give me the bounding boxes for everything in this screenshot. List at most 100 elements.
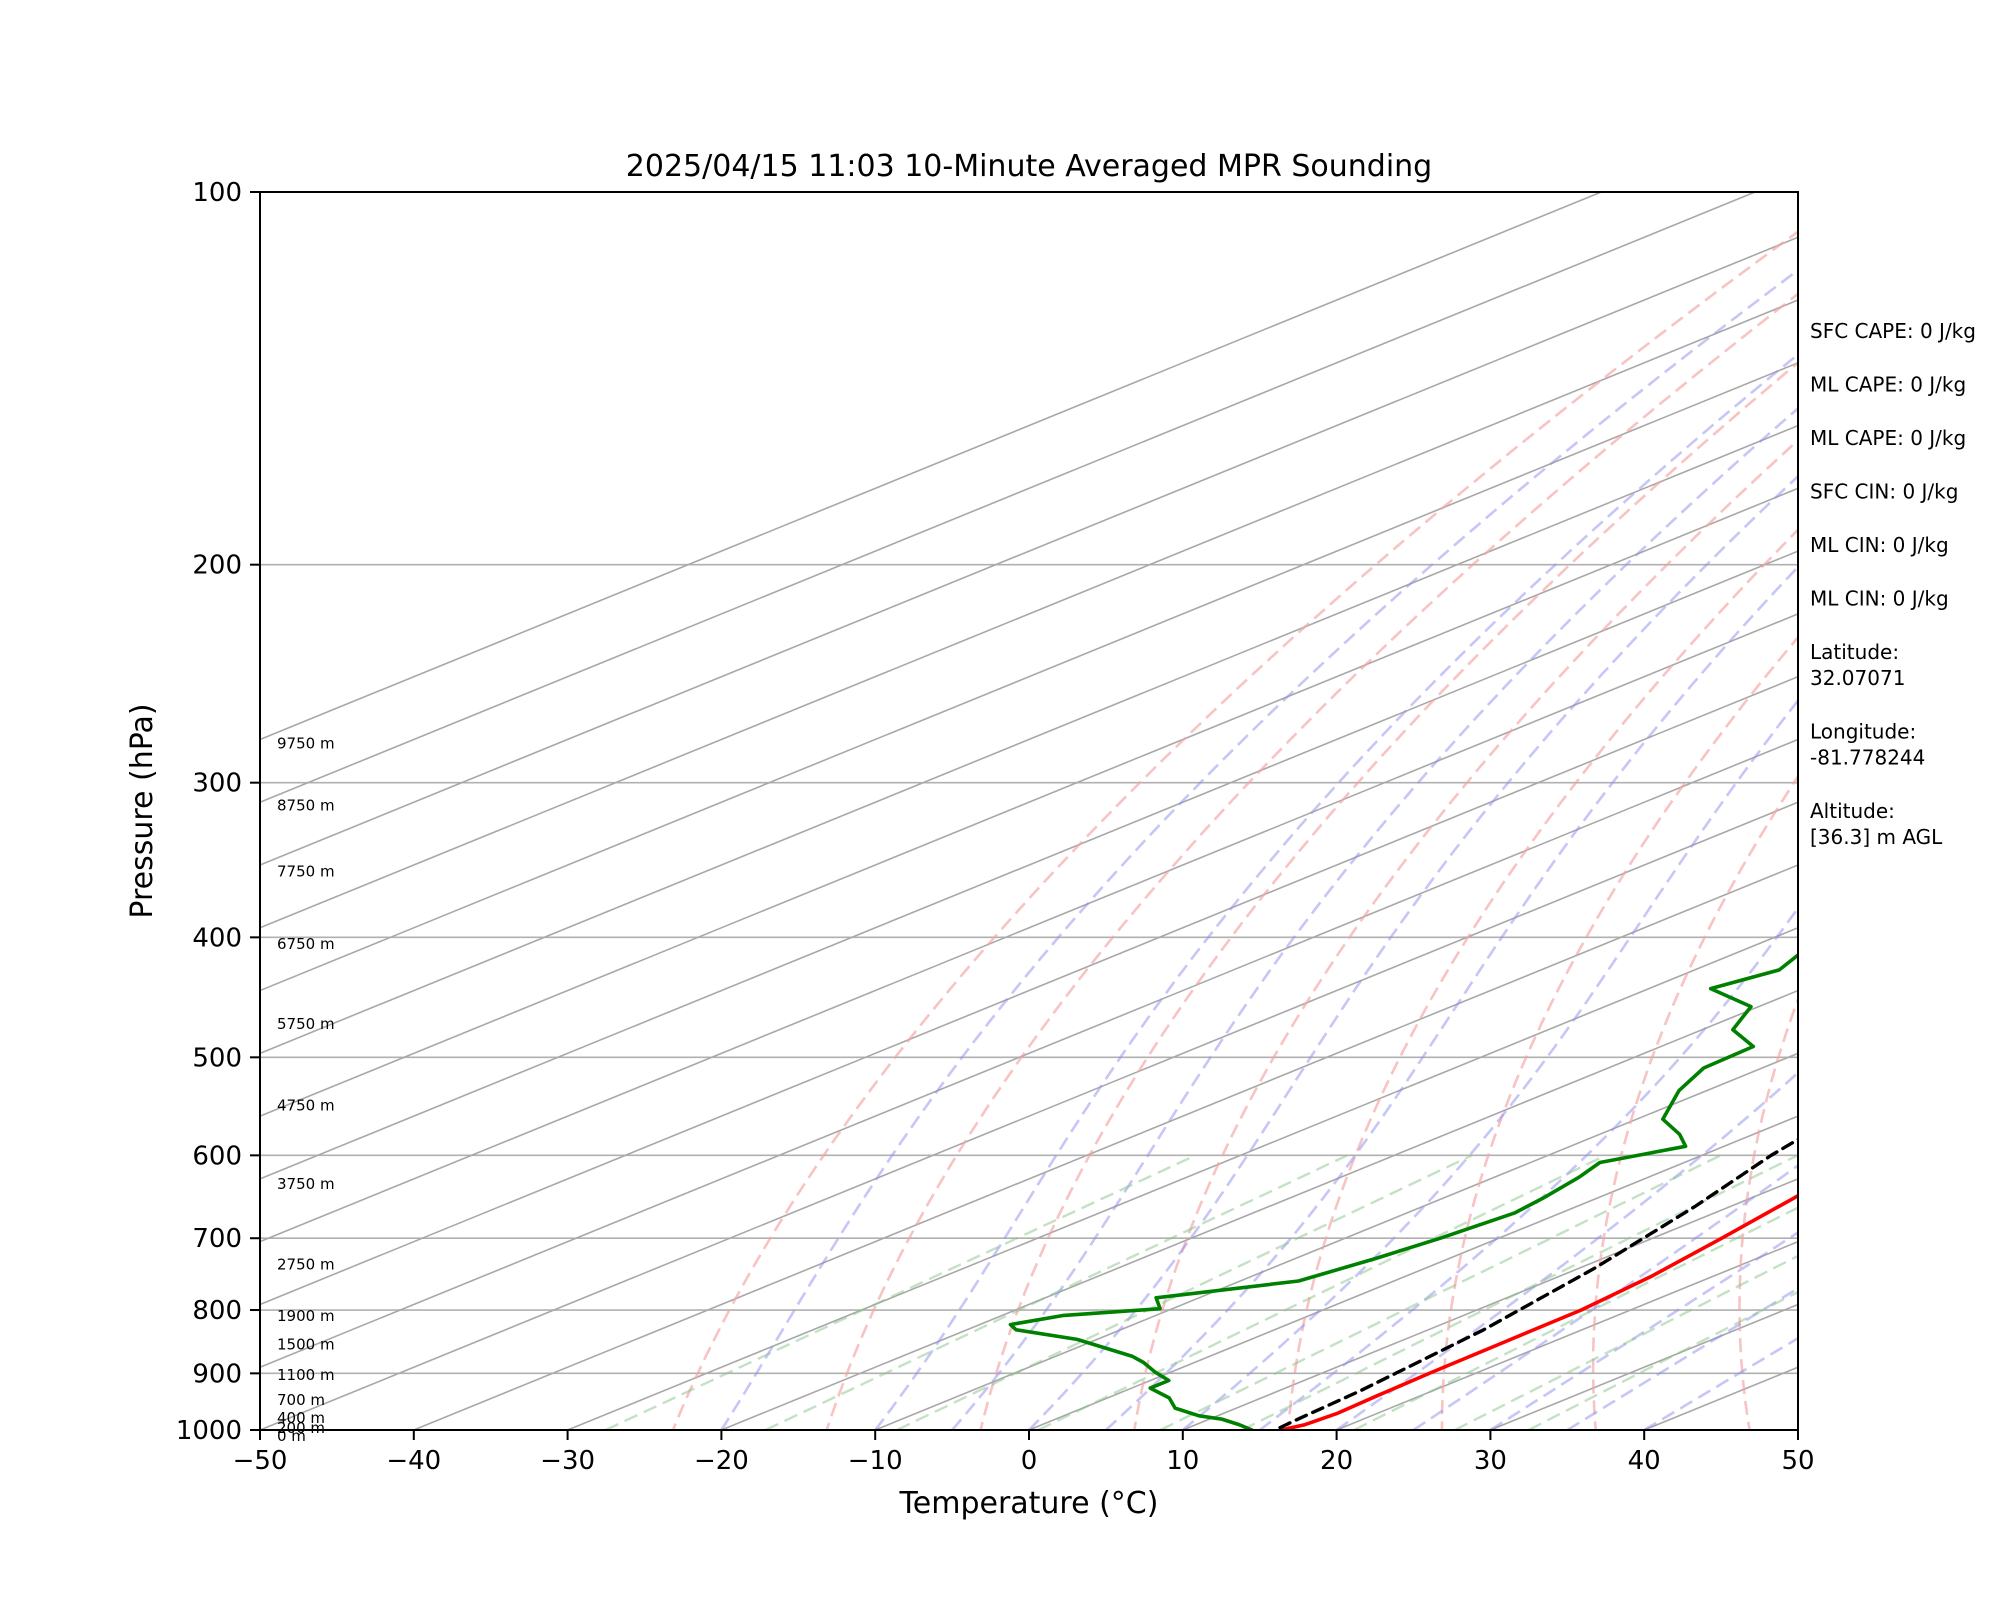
isotherm-line (260, 738, 1798, 1369)
isotherm-line (260, 613, 1798, 1243)
mixing-ratio-line (1454, 1254, 1798, 1430)
isotherm-line (413, 864, 1798, 1430)
height-label: 2750 m (277, 1255, 335, 1273)
x-tick-label: −30 (540, 1446, 595, 1476)
moist-adiabat (951, 406, 1798, 1430)
isotherm-line (260, 424, 1798, 1055)
isotherm-line (874, 1052, 1798, 1430)
chart-title: 2025/04/15 11:03 10-Minute Averaged MPR … (626, 149, 1432, 184)
plot-area (260, 192, 1798, 1430)
x-tick-label: −40 (386, 1446, 441, 1476)
isotherm-line (260, 299, 1798, 929)
isotherm-line (260, 675, 1798, 1306)
mixing-ratio-line (1353, 1206, 1798, 1430)
dry-adiabat (671, 230, 1798, 1430)
y-tick-label: 200 (192, 551, 242, 581)
y-tick-label: 600 (192, 1141, 242, 1171)
temperature-profile (1279, 1193, 1798, 1430)
dry-adiabat (1738, 995, 1798, 1430)
height-label: 200 m (277, 1419, 325, 1437)
isotherm-line (567, 926, 1798, 1430)
isotherm-line (260, 192, 1602, 741)
moist-adiabat (1412, 1163, 1798, 1430)
moist-adiabat (1105, 565, 1798, 1430)
y-tick-label: 500 (192, 1043, 242, 1073)
y-tick-label: 800 (192, 1296, 242, 1326)
moist-adiabat (1181, 698, 1798, 1430)
y-axis-label: Pressure (hPa) (125, 703, 160, 918)
height-labels: 9750 m 8750 m 7750 m 6750 m 5750 m 4750 m 3750… (277, 735, 335, 1445)
moist-adiabat (720, 268, 1798, 1430)
parcel-path (1273, 1137, 1798, 1430)
sounding-parameter-text: -81.778244 (1810, 746, 1925, 770)
height-label: 6750 m (277, 935, 335, 953)
x-tick-label: 50 (1781, 1446, 1814, 1476)
isotherm-line (1182, 1178, 1798, 1430)
x-axis-label: Temperature (°C) (899, 1486, 1159, 1521)
height-label: 4750 m (277, 1097, 335, 1115)
sounding-parameter-text: SFC CAPE: 0 J/kg (1810, 319, 1976, 343)
sounding-parameter-text: SFC CIN: 0 J/kg (1810, 480, 1958, 504)
mixing-ratio-line (1241, 1154, 1798, 1430)
x-tick-label: 40 (1628, 1446, 1661, 1476)
x-tick-label: −50 (233, 1446, 288, 1476)
dry-adiabat (825, 292, 1798, 1430)
height-label: 400 m (277, 1409, 325, 1427)
sounding-parameter-text: ML CAPE: 0 J/kg (1810, 426, 1966, 450)
moist-adiabat (1258, 905, 1798, 1430)
moist-adiabat (874, 352, 1798, 1430)
sounding-parameter-text: ML CAPE: 0 J/kg (1810, 373, 1966, 397)
sounding-parameter-text: Altitude: (1810, 799, 1895, 823)
sounding-parameter-text: Longitude: (1810, 720, 1916, 744)
dry-adiabat (979, 361, 1798, 1430)
dry-adiabat (1286, 527, 1798, 1430)
mixing-ratio-line (1037, 1154, 1607, 1430)
mixing-ratio-line (605, 1154, 1196, 1430)
sounding-parameter-text: [36.3] m AGL (1810, 825, 1943, 849)
x-axis: −50 −40 −30 −20 −10 0 10 20 30 40 50 (233, 1430, 1815, 1476)
dry-adiabat (1591, 774, 1798, 1430)
x-tick-label: 30 (1474, 1446, 1507, 1476)
height-label: 8750 m (277, 796, 335, 814)
isotherm-line (260, 550, 1798, 1180)
y-tick-label: 400 (192, 923, 242, 953)
sounding-parameter-text: Latitude: (1810, 640, 1899, 664)
y-tick-label: 700 (192, 1224, 242, 1254)
x-tick-label: −20 (694, 1446, 749, 1476)
height-label: 5750 m (277, 1015, 335, 1033)
x-tick-label: 20 (1320, 1446, 1353, 1476)
height-label: 700 m (277, 1391, 325, 1409)
y-tick-label: 1000 (176, 1416, 242, 1446)
x-tick-label: −10 (848, 1446, 903, 1476)
isotherm-line (721, 989, 1798, 1430)
isotherm-line (260, 487, 1798, 1117)
moist-adiabat (1643, 1336, 1798, 1430)
moist-adiabat (1028, 474, 1798, 1430)
isotherm-line (260, 192, 1756, 804)
height-label: 7750 m (277, 863, 335, 881)
mixing-ratio-line (1528, 1290, 1798, 1430)
height-label: 1900 m (277, 1307, 335, 1325)
sounding-parameter-text: 32.07071 (1810, 666, 1905, 690)
isotherm-line (260, 236, 1798, 866)
sounding-parameter-text: ML CIN: 0 J/kg (1810, 533, 1949, 557)
y-tick-label: 900 (192, 1359, 242, 1389)
height-label: 0 m (277, 1427, 306, 1445)
height-label: 1100 m (277, 1366, 335, 1384)
mixing-ratio-line (765, 1154, 1348, 1430)
y-tick-label: 100 (192, 178, 242, 208)
y-tick-label: 300 (192, 769, 242, 799)
mixing-ratio-line (1159, 1154, 1722, 1430)
sounding-parameter-text: ML CIN: 0 J/kg (1810, 587, 1949, 611)
x-tick-label: 0 (1021, 1446, 1038, 1476)
height-label: 1500 m (277, 1336, 335, 1354)
isotherm-line (1028, 1115, 1798, 1430)
height-label: 9750 m (277, 735, 335, 753)
dry-adiabat (1133, 438, 1798, 1430)
sounding-parameters: SFC CAPE: 0 J/kg ML CAPE: 0 J/kg ML CAPE: … (1810, 319, 1976, 849)
x-tick-label: 10 (1166, 1446, 1199, 1476)
isotherm-line (260, 361, 1798, 992)
height-label: 3750 m (277, 1175, 335, 1193)
